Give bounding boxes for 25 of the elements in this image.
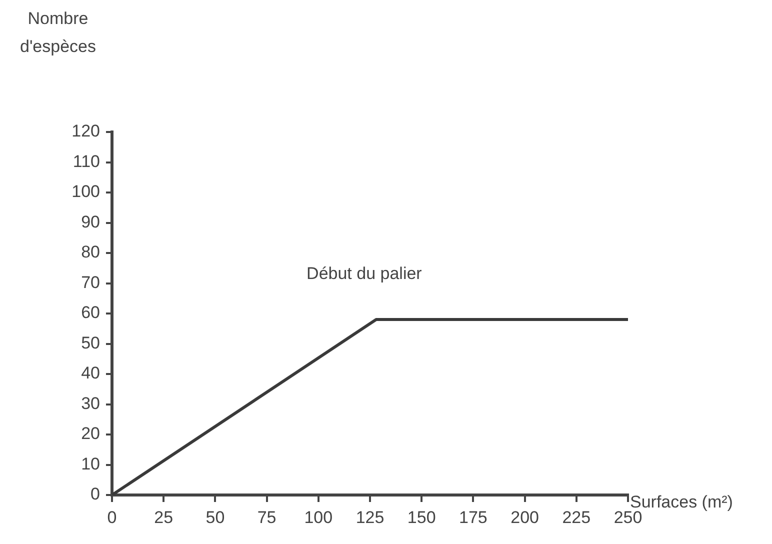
- y-tick-label: 80: [81, 242, 100, 262]
- y-tick-label: 20: [81, 424, 100, 444]
- y-tick-label: 10: [81, 454, 100, 474]
- y-tick-label: 0: [90, 484, 100, 504]
- y-tick-label: 70: [81, 272, 100, 292]
- y-tick-label: 120: [72, 122, 100, 141]
- x-tick-label: 225: [562, 508, 591, 527]
- y-axis-title: Nombre d'espèces: [20, 9, 96, 56]
- y-tick-label: 100: [72, 182, 100, 202]
- y-tick-label: 50: [81, 333, 100, 352]
- x-tick-label: 175: [459, 508, 488, 527]
- y-tick-label: 40: [81, 364, 100, 383]
- x-tick-label: 75: [257, 508, 276, 527]
- x-tick-label: 100: [304, 508, 333, 527]
- y-tick-label: 90: [81, 212, 100, 232]
- y-tick-label: 60: [81, 303, 100, 322]
- x-tick-label: 200: [510, 508, 539, 527]
- x-tick-label: 0: [107, 508, 117, 527]
- y-tick-label: 30: [81, 394, 100, 413]
- x-tick-label: 25: [154, 508, 174, 527]
- x-tick-label: 150: [407, 508, 436, 527]
- y-tick-label: 110: [72, 152, 100, 171]
- x-tick-label: 125: [356, 508, 384, 527]
- annotation: Début du palier: [306, 264, 422, 284]
- x-tick-label: 50: [206, 508, 225, 527]
